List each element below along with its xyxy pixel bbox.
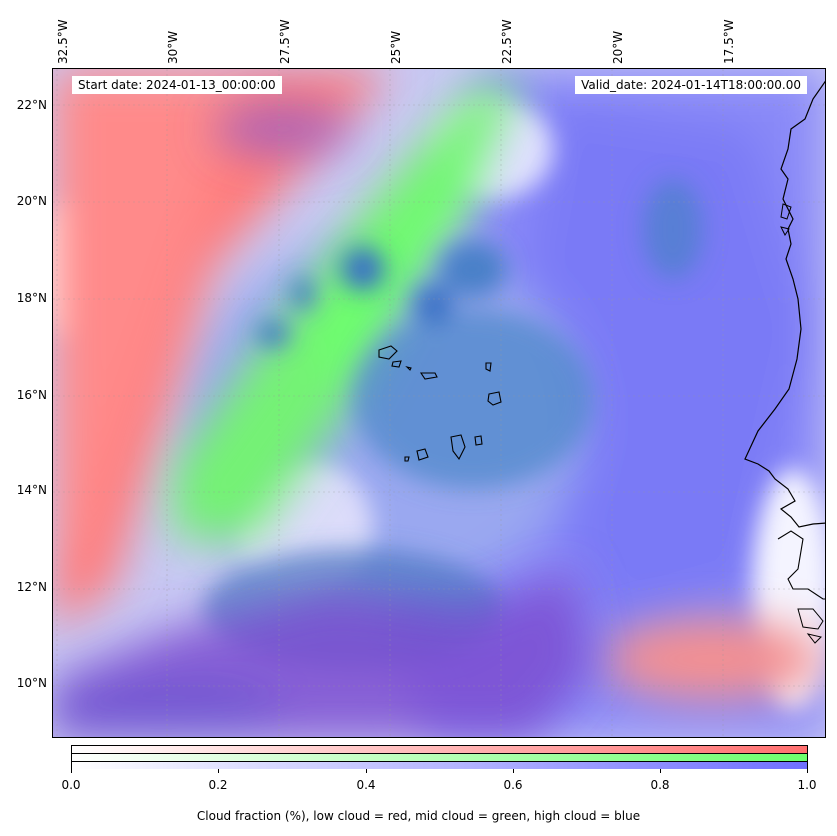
coastal-islands (780, 203, 792, 236)
map-canvas (53, 69, 825, 737)
lon-label-20w: 20°W (611, 30, 625, 64)
lon-label-22-5w: 22.5°W (500, 19, 514, 64)
colorbar-high-cloud (72, 762, 807, 769)
colorbar-low-cloud (72, 746, 807, 753)
cloud-fraction-map (52, 68, 826, 738)
colorbar-label: Cloud fraction (%), low cloud = red, mid… (196, 809, 641, 823)
lat-label-10n: 10°N (16, 676, 47, 690)
colorbar-separator (72, 753, 807, 754)
low-high-overlap (53, 103, 593, 737)
cape-verde-islands (378, 345, 502, 462)
bijagos-islands (797, 608, 824, 644)
lat-label-12n: 12°N (16, 580, 47, 594)
colorbar-tick-1-0: 1.0 (797, 778, 817, 792)
lat-label-16n: 16°N (16, 388, 47, 402)
colorbar-tickmark (513, 769, 514, 773)
lon-label-30w: 30°W (166, 30, 180, 64)
mid-cloud-layer (173, 79, 523, 539)
colorbar-tickmark (71, 769, 72, 773)
lat-label-22n: 22°N (16, 98, 47, 112)
colorbar-tickmark (807, 769, 808, 773)
colorbar (71, 745, 808, 769)
colorbar-tick-0-8: 0.8 (650, 778, 670, 792)
colorbar-tick-0-2: 0.2 (208, 778, 228, 792)
low-cloud-layer (53, 69, 823, 699)
colorbar-tick-0-4: 0.4 (356, 778, 376, 792)
lon-label-25w: 25°W (389, 30, 403, 64)
colorbar-tickmark (218, 769, 219, 773)
valid-date-label: Valid_date: 2024-01-14T18:00:00.00 (575, 76, 807, 94)
graticule (53, 69, 825, 737)
africa-coastline (744, 80, 825, 528)
lat-label-14n: 14°N (16, 483, 47, 497)
guinea-coastline (777, 530, 825, 600)
lat-label-20n: 20°N (16, 194, 47, 208)
lon-label-27-5w: 27.5°W (278, 19, 292, 64)
colorbar-tick-0-0: 0.0 (61, 778, 81, 792)
lat-label-18n: 18°N (16, 291, 47, 305)
lon-label-17-5w: 17.5°W (722, 19, 736, 64)
colorbar-tickmark (366, 769, 367, 773)
lon-label-32-5w: 32.5°W (56, 19, 70, 64)
colorbar-tickmark (660, 769, 661, 773)
colorbar-tick-0-6: 0.6 (503, 778, 523, 792)
start-date-label: Start date: 2024-01-13_00:00:00 (72, 76, 282, 94)
colorbar-separator (72, 761, 807, 762)
colorbar-mid-cloud (72, 754, 807, 761)
